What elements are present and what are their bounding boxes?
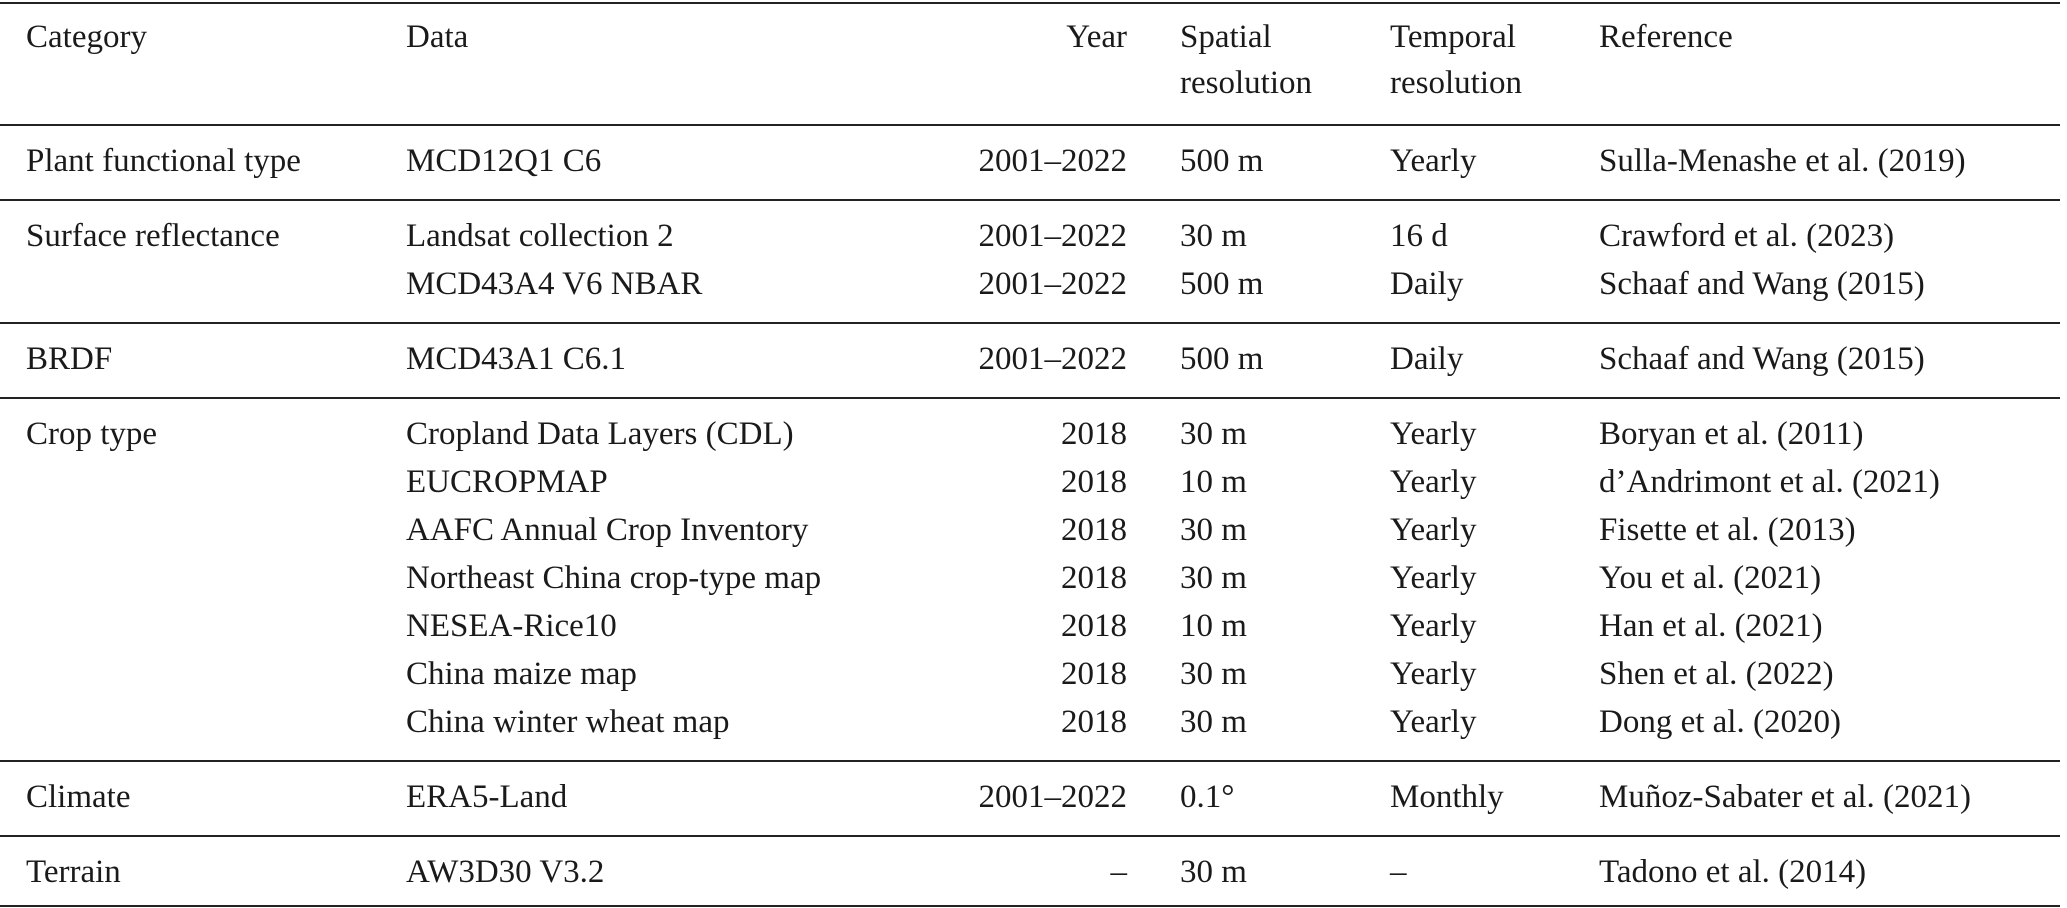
header-year: Year <box>1066 19 1127 55</box>
reference: Crawford et al. (2023) <box>1599 218 1895 254</box>
year: 2018 <box>1061 656 1127 692</box>
reference: Boryan et al. (2011) <box>1599 416 1864 452</box>
temporal-resolution: 16 d <box>1390 218 1448 254</box>
reference: Fisette et al. (2013) <box>1599 512 1856 548</box>
year: 2018 <box>1061 704 1127 740</box>
year: 2018 <box>1061 560 1127 596</box>
temporal-resolution: Daily <box>1390 341 1464 377</box>
reference: Dong et al. (2020) <box>1599 704 1841 740</box>
category: BRDF <box>26 341 113 377</box>
data: NESEA-Rice10 <box>406 608 617 644</box>
rule <box>0 199 2060 201</box>
temporal-resolution: Yearly <box>1390 512 1477 548</box>
rule <box>0 835 2060 837</box>
header-reference: Reference <box>1599 19 1733 55</box>
temporal-resolution: Yearly <box>1390 464 1477 500</box>
temporal-resolution: Monthly <box>1390 779 1504 815</box>
spatial-resolution: 30 m <box>1180 656 1247 692</box>
year: 2018 <box>1061 608 1127 644</box>
reference: Sulla-Menashe et al. (2019) <box>1599 143 1966 179</box>
data: MCD43A4 V6 NBAR <box>406 266 703 302</box>
reference: Schaaf and Wang (2015) <box>1599 266 1925 302</box>
temporal-resolution: Yearly <box>1390 416 1477 452</box>
data: China maize map <box>406 656 637 692</box>
category: Crop type <box>26 416 158 452</box>
spatial-resolution: 10 m <box>1180 608 1247 644</box>
temporal-resolution: Daily <box>1390 266 1464 302</box>
header-data: Data <box>406 19 469 55</box>
data: China winter wheat map <box>406 704 730 740</box>
reference: Muñoz-Sabater et al. (2021) <box>1599 779 1972 815</box>
spatial-resolution: 0.1° <box>1180 779 1235 815</box>
temporal-resolution: Yearly <box>1390 143 1477 179</box>
year: 2001–2022 <box>978 779 1128 815</box>
spatial-resolution: 30 m <box>1180 854 1247 890</box>
category: Plant functional type <box>26 143 301 179</box>
data: Cropland Data Layers (CDL) <box>406 416 794 452</box>
header-category: Category <box>26 19 147 55</box>
temporal-resolution: Yearly <box>1390 608 1477 644</box>
data: AAFC Annual Crop Inventory <box>406 512 809 548</box>
year: 2001–2022 <box>978 266 1128 302</box>
rule <box>0 397 2060 399</box>
header-spatial-resolution: Spatial resolution <box>1180 19 1312 101</box>
header-temporal-resolution: Temporal resolution <box>1390 19 1522 101</box>
spatial-resolution: 30 m <box>1180 560 1247 596</box>
category: Climate <box>26 779 131 815</box>
data: AW3D30 V3.2 <box>406 854 605 890</box>
spatial-resolution: 30 m <box>1180 512 1247 548</box>
category: Terrain <box>26 854 121 890</box>
reference: Shen et al. (2022) <box>1599 656 1834 692</box>
spatial-resolution: 30 m <box>1180 416 1247 452</box>
year: 2018 <box>1061 416 1127 452</box>
year: 2018 <box>1061 464 1127 500</box>
rule <box>0 322 2060 324</box>
spatial-resolution: 10 m <box>1180 464 1247 500</box>
data: EUCROPMAP <box>406 464 608 500</box>
reference: d’Andrimont et al. (2021) <box>1599 464 1940 500</box>
spatial-resolution: 500 m <box>1180 266 1264 302</box>
rule <box>0 124 2060 126</box>
year: – <box>1110 854 1128 890</box>
rule <box>0 760 2060 762</box>
data: Northeast China crop-type map <box>406 560 822 596</box>
temporal-resolution: Yearly <box>1390 656 1477 692</box>
data: MCD12Q1 C6 <box>406 143 602 179</box>
data: MCD43A1 C6.1 <box>406 341 627 377</box>
data: Landsat collection 2 <box>406 218 674 254</box>
spatial-resolution: 30 m <box>1180 704 1247 740</box>
temporal-resolution: – <box>1390 854 1407 890</box>
year: 2001–2022 <box>978 341 1128 377</box>
spatial-resolution: 500 m <box>1180 143 1264 179</box>
category: Surface reflectance <box>26 218 280 254</box>
reference: You et al. (2021) <box>1599 560 1822 596</box>
reference: Schaaf and Wang (2015) <box>1599 341 1925 377</box>
rule <box>0 905 2060 907</box>
year: 2018 <box>1061 512 1127 548</box>
spatial-resolution: 30 m <box>1180 218 1247 254</box>
temporal-resolution: Yearly <box>1390 560 1477 596</box>
spatial-resolution: 500 m <box>1180 341 1264 377</box>
year: 2001–2022 <box>978 143 1128 179</box>
temporal-resolution: Yearly <box>1390 704 1477 740</box>
reference: Han et al. (2021) <box>1599 608 1823 644</box>
rule <box>0 2 2060 4</box>
year: 2001–2022 <box>978 218 1128 254</box>
data: ERA5-Land <box>406 779 568 815</box>
reference: Tadono et al. (2014) <box>1599 854 1867 890</box>
